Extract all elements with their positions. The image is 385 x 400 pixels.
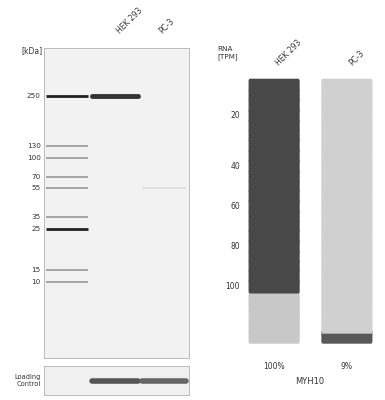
FancyBboxPatch shape: [249, 219, 300, 233]
FancyBboxPatch shape: [249, 199, 300, 213]
FancyBboxPatch shape: [321, 79, 372, 93]
Text: Loading
Control: Loading Control: [14, 374, 40, 387]
FancyBboxPatch shape: [321, 270, 372, 284]
FancyBboxPatch shape: [249, 320, 300, 334]
FancyBboxPatch shape: [249, 169, 300, 183]
FancyBboxPatch shape: [321, 199, 372, 213]
Text: MYH10: MYH10: [295, 377, 324, 386]
FancyBboxPatch shape: [321, 209, 372, 223]
FancyBboxPatch shape: [249, 129, 300, 143]
FancyBboxPatch shape: [321, 310, 372, 324]
FancyBboxPatch shape: [249, 189, 300, 203]
FancyBboxPatch shape: [321, 109, 372, 123]
Text: High: High: [106, 372, 124, 381]
FancyBboxPatch shape: [249, 290, 300, 304]
Text: 15: 15: [32, 267, 41, 273]
FancyBboxPatch shape: [249, 229, 300, 243]
Text: 10: 10: [32, 279, 41, 285]
FancyBboxPatch shape: [321, 159, 372, 173]
FancyBboxPatch shape: [321, 330, 372, 344]
Text: 20: 20: [231, 111, 240, 120]
Text: 100%: 100%: [263, 362, 285, 371]
FancyBboxPatch shape: [321, 280, 372, 294]
Text: 60: 60: [230, 202, 240, 211]
Text: 80: 80: [231, 242, 240, 251]
Text: Low: Low: [155, 372, 170, 381]
FancyBboxPatch shape: [321, 229, 372, 243]
FancyBboxPatch shape: [249, 280, 300, 294]
Text: 70: 70: [32, 174, 41, 180]
Text: PC-3: PC-3: [157, 17, 176, 36]
Text: 100: 100: [27, 155, 41, 161]
FancyBboxPatch shape: [249, 330, 300, 344]
FancyBboxPatch shape: [321, 179, 372, 193]
FancyBboxPatch shape: [321, 320, 372, 334]
Text: HEK 293: HEK 293: [115, 6, 144, 36]
FancyBboxPatch shape: [321, 169, 372, 183]
FancyBboxPatch shape: [321, 300, 372, 314]
FancyBboxPatch shape: [321, 239, 372, 253]
FancyBboxPatch shape: [321, 259, 372, 274]
FancyBboxPatch shape: [321, 219, 372, 233]
Text: 55: 55: [32, 184, 41, 190]
FancyBboxPatch shape: [249, 310, 300, 324]
Text: 130: 130: [27, 143, 41, 149]
FancyBboxPatch shape: [249, 249, 300, 263]
FancyBboxPatch shape: [249, 239, 300, 253]
Text: RNA
[TPM]: RNA [TPM]: [218, 46, 238, 60]
FancyBboxPatch shape: [249, 109, 300, 123]
FancyBboxPatch shape: [249, 209, 300, 223]
FancyBboxPatch shape: [249, 99, 300, 113]
Text: 250: 250: [27, 93, 41, 99]
FancyBboxPatch shape: [321, 249, 372, 263]
FancyBboxPatch shape: [321, 149, 372, 163]
Text: [kDa]: [kDa]: [21, 46, 42, 55]
FancyBboxPatch shape: [249, 259, 300, 274]
FancyBboxPatch shape: [321, 119, 372, 133]
FancyBboxPatch shape: [249, 270, 300, 284]
FancyBboxPatch shape: [249, 119, 300, 133]
Text: HEK 293: HEK 293: [274, 38, 303, 67]
Text: 100: 100: [226, 282, 240, 291]
FancyBboxPatch shape: [249, 149, 300, 163]
FancyBboxPatch shape: [321, 139, 372, 153]
FancyBboxPatch shape: [249, 300, 300, 314]
Text: PC-3: PC-3: [347, 48, 366, 67]
FancyBboxPatch shape: [321, 129, 372, 143]
FancyBboxPatch shape: [249, 179, 300, 193]
FancyBboxPatch shape: [249, 79, 300, 93]
Text: 40: 40: [230, 162, 240, 170]
Text: 25: 25: [32, 226, 41, 232]
Text: 35: 35: [32, 214, 41, 220]
FancyBboxPatch shape: [249, 159, 300, 173]
FancyBboxPatch shape: [249, 139, 300, 153]
Text: 9%: 9%: [341, 362, 353, 371]
FancyBboxPatch shape: [321, 290, 372, 304]
FancyBboxPatch shape: [321, 189, 372, 203]
FancyBboxPatch shape: [249, 89, 300, 103]
FancyBboxPatch shape: [321, 89, 372, 103]
FancyBboxPatch shape: [321, 99, 372, 113]
